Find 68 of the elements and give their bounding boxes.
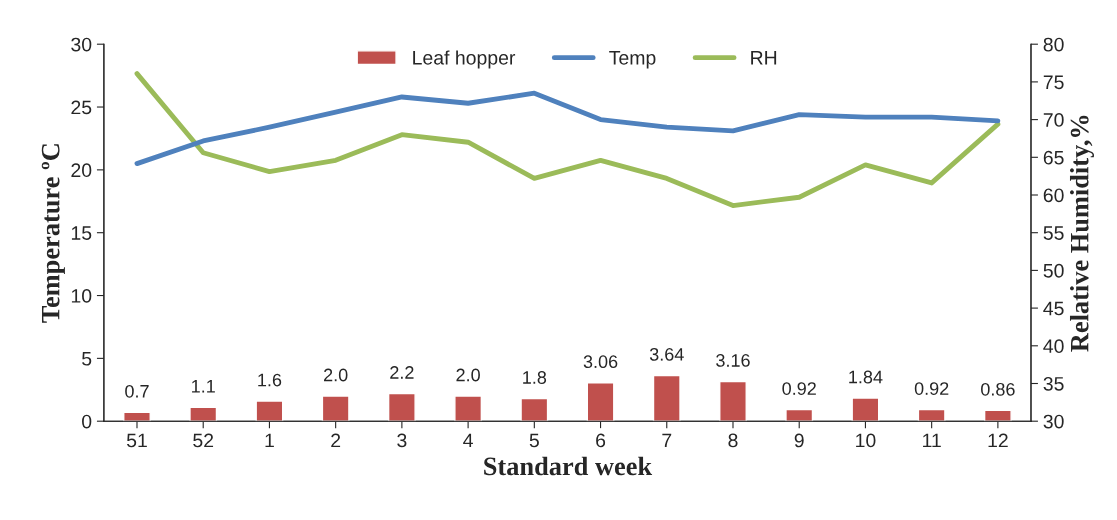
y-tick-label: 0 (82, 414, 92, 429)
y-tick-label: 15 (71, 226, 92, 240)
bar (321, 395, 350, 422)
data-label: 0.7 (125, 384, 149, 398)
y-tick-label: 30 (71, 37, 92, 52)
data-label: 3.16 (716, 354, 750, 367)
data-label: 0.92 (782, 382, 816, 395)
legend-label: Leaf hopper (413, 50, 516, 69)
y2-tick-label: 65 (1043, 150, 1064, 165)
x-tick-label: 8 (728, 433, 738, 448)
bar (387, 392, 416, 422)
data-label: 3.06 (583, 355, 618, 369)
y2-tick-label: 40 (1043, 339, 1064, 354)
line-series (134, 90, 1001, 167)
bar (851, 397, 880, 422)
x-tick-label: 7 (662, 433, 672, 448)
y-tick-label: 10 (71, 289, 92, 303)
bar (652, 374, 681, 422)
bar (983, 409, 1012, 422)
y2-tick-label: 35 (1043, 376, 1064, 391)
x-tick-label: 11 (923, 433, 941, 448)
y2-axis-title: Relative Humidity,% (1069, 115, 1094, 352)
data-label: 2.0 (324, 368, 348, 382)
line-series (134, 71, 1001, 208)
x-tick-label: 12 (988, 433, 1008, 448)
x-tick-label: 9 (794, 433, 804, 448)
bar (255, 400, 284, 422)
y2-tick-label: 30 (1043, 414, 1064, 429)
x-tick-label: 52 (193, 433, 214, 448)
y2-tick-label: 70 (1043, 113, 1064, 127)
y2-tick-label: 60 (1043, 188, 1064, 203)
y-tick-label: 20 (71, 163, 92, 178)
data-label: 0.86 (981, 382, 1015, 396)
data-label: 1.6 (258, 373, 282, 387)
x-tick-label: 6 (596, 433, 606, 448)
data-label: 0.92 (914, 382, 949, 395)
y2-tick-label: 75 (1043, 75, 1064, 90)
y-axis-title: Temperature ºC (41, 144, 65, 323)
bar (785, 408, 814, 422)
data-label: 1.8 (523, 371, 547, 384)
legend-label: RH (751, 51, 777, 65)
data-label: 1.1 (192, 380, 215, 393)
data-label: 2.0 (456, 368, 480, 382)
data-label: 1.84 (849, 370, 883, 384)
bar (586, 382, 615, 422)
y-tick-label: 25 (71, 100, 92, 115)
data-label: 2.2 (390, 366, 414, 379)
data-label: 3.64 (649, 347, 684, 361)
x-tick-label: 3 (397, 433, 407, 448)
x-tick-label: 2 (331, 433, 341, 448)
y2-tick-label: 50 (1043, 263, 1064, 278)
y2-tick-label: 55 (1043, 226, 1064, 240)
x-tick-label: 4 (463, 433, 473, 448)
bar (189, 406, 218, 422)
x-tick-label: 51 (126, 433, 147, 448)
bar (123, 411, 151, 422)
bar (719, 380, 747, 422)
bar (917, 408, 946, 422)
bar (520, 397, 549, 422)
y-tick-label: 5 (82, 352, 92, 366)
y2-tick-label: 80 (1043, 37, 1064, 52)
x-axis-title: Standard week (484, 456, 653, 476)
x-tick-label: 1 (265, 433, 274, 448)
bar (454, 395, 483, 422)
y2-tick-label: 45 (1043, 301, 1064, 316)
x-tick-label: 10 (856, 433, 876, 448)
x-tick-label: 5 (529, 433, 539, 448)
legend-label: Temp (609, 51, 656, 69)
